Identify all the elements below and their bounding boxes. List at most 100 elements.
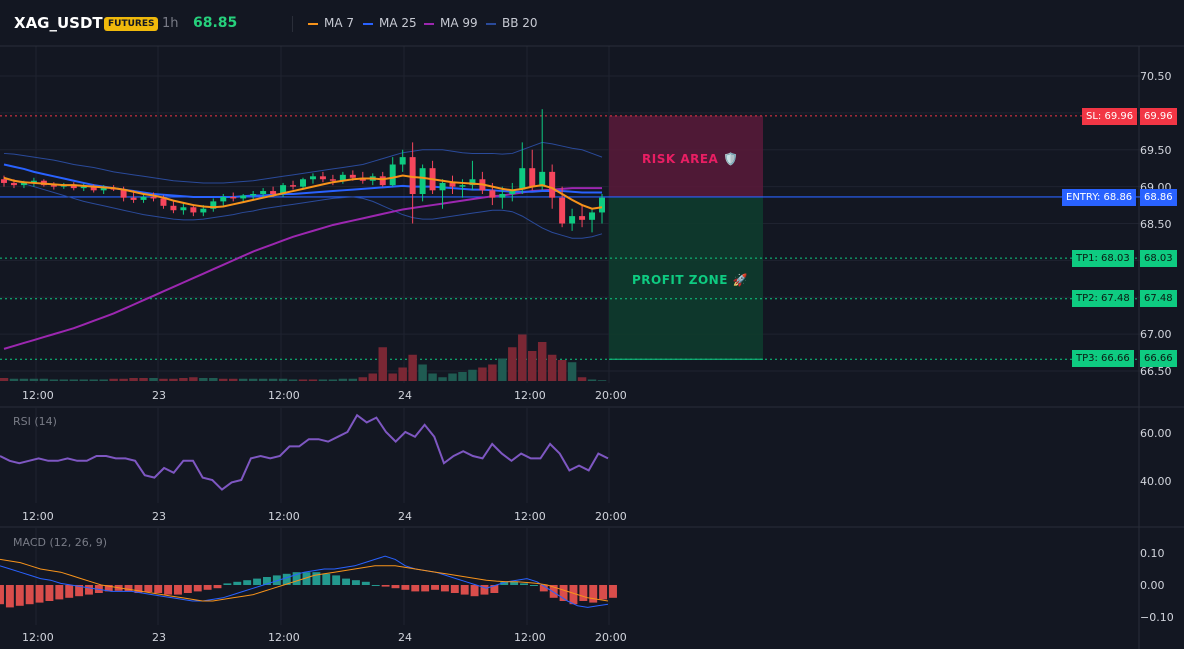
candle-body	[349, 174, 356, 178]
volume-bar	[238, 378, 248, 381]
legend-ma7[interactable]: MA 7	[308, 16, 354, 30]
macd-histogram-bar	[154, 585, 163, 593]
volume-bar	[408, 354, 417, 381]
volume-bar	[139, 378, 148, 381]
candle-body	[140, 196, 147, 200]
volume-bar	[418, 364, 427, 381]
bb-upper-line	[3, 141, 603, 184]
volume-bar	[478, 367, 487, 381]
candle-body	[569, 216, 576, 224]
volume-bar	[288, 379, 298, 381]
last-price: 68.85	[193, 15, 238, 31]
candle-body	[80, 186, 87, 189]
volume-bar	[49, 379, 59, 381]
volume-bar	[488, 364, 497, 381]
volume-bar	[567, 362, 577, 381]
symbol-name[interactable]: XAG_USDT	[14, 14, 103, 32]
volume-bar	[458, 372, 467, 381]
macd-histogram-bar	[124, 585, 133, 592]
volume-bar	[587, 379, 597, 381]
macd-histogram-bar	[65, 585, 74, 598]
macd-histogram-bar	[25, 585, 34, 605]
legend-ma25[interactable]: MA 25	[363, 16, 417, 30]
candle-body	[90, 186, 97, 191]
volume-bar	[428, 373, 437, 381]
timeframe-label[interactable]: 1h	[162, 16, 179, 31]
time-axis-label: 24	[398, 389, 412, 402]
macd-histogram-bar	[15, 585, 24, 606]
tp3-tag: TP3: 66.66	[1072, 350, 1134, 367]
macd-histogram-bar	[510, 581, 519, 585]
volume-bar	[89, 379, 98, 381]
header-divider	[292, 16, 293, 32]
macd-histogram-bar	[599, 585, 608, 600]
volume-bar	[378, 347, 387, 381]
macd-histogram-bar	[104, 585, 113, 592]
candle-body	[319, 176, 326, 180]
candle-body	[439, 182, 446, 191]
rsi-label: RSI (14)	[13, 415, 57, 428]
candle-body	[50, 185, 57, 187]
macd-histogram-bar	[45, 585, 54, 601]
time-axis-label: 12:00	[268, 631, 300, 644]
macd-histogram-bar	[361, 581, 370, 585]
candle-body	[250, 194, 257, 196]
macd-histogram-bar	[351, 580, 360, 585]
macd-histogram-bar	[381, 585, 390, 587]
candle-body	[190, 207, 197, 213]
macd-histogram-bar	[55, 585, 64, 600]
legend-ma25-label: MA 25	[379, 16, 417, 30]
macd-histogram-bar	[579, 585, 588, 601]
volume-bar	[518, 334, 527, 381]
macd-histogram-bar	[539, 585, 548, 592]
sl-price-tag: 69.96	[1140, 108, 1177, 125]
macd-histogram-bar	[35, 585, 44, 603]
volume-bar	[0, 378, 9, 381]
macd-histogram-bar	[134, 585, 143, 593]
rsi-line	[0, 413, 609, 491]
time-axis-label: 12:00	[22, 631, 54, 644]
volume-bar	[209, 378, 218, 381]
entry-tag-label: ENTRY: 68.86	[1066, 192, 1133, 203]
volume-bar	[318, 379, 328, 381]
price-axis-label: 67.00	[1140, 328, 1172, 341]
tp1-tag-label: TP1: 68.03	[1076, 253, 1130, 264]
macd-histogram-bar	[233, 581, 242, 585]
macd-signal-line	[0, 558, 609, 602]
candle-body	[449, 182, 456, 187]
macd-label: MACD (12, 26, 9)	[13, 536, 108, 549]
time-axis-label: 20:00	[595, 631, 627, 644]
volume-bar	[29, 378, 39, 381]
time-axis-label: 12:00	[268, 389, 300, 402]
volume-bar	[448, 373, 457, 381]
macd-histogram-bar	[332, 575, 341, 585]
macd-histogram-bar	[193, 585, 202, 592]
candle-body	[150, 196, 157, 199]
macd-histogram-bar	[411, 585, 420, 592]
volume-bar	[19, 378, 29, 381]
macd-histogram-bar	[391, 585, 400, 589]
time-axis-label: 24	[398, 631, 412, 644]
legend-ma99-label: MA 99	[440, 16, 478, 30]
volume-bar	[388, 373, 397, 381]
risk-area-label: RISK AREA 🛡️	[642, 152, 739, 166]
time-axis-label: 12:00	[514, 389, 546, 402]
volume-bar	[169, 378, 178, 381]
candle-body	[469, 179, 476, 186]
candle-body	[339, 174, 346, 181]
ma7-line	[3, 174, 603, 210]
volume-bar	[9, 378, 19, 381]
tp1-price-tag: 68.03	[1140, 250, 1177, 267]
candle-body	[120, 189, 127, 198]
legend-bb20[interactable]: BB 20	[486, 16, 538, 30]
legend-ma99[interactable]: MA 99	[424, 16, 478, 30]
time-axis-label: 20:00	[595, 510, 627, 523]
volume-bar	[368, 373, 378, 381]
macd-axis-label: 0.00	[1140, 579, 1165, 592]
tp3-tag-label: TP3: 66.66	[1076, 353, 1130, 364]
time-axis-label: 23	[152, 510, 166, 523]
ma7-swatch	[308, 22, 318, 25]
candle-body	[280, 185, 287, 194]
volume-bar	[508, 347, 517, 381]
